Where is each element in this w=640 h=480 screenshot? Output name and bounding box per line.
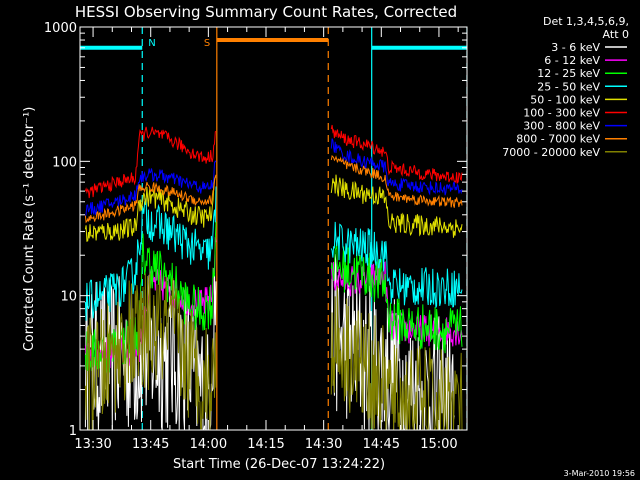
chart-title: HESSI Observing Summary Count Rates, Cor…	[75, 3, 457, 21]
x-tick-label: 15:00	[420, 437, 457, 452]
series-line-6-segment-0	[84, 160, 217, 218]
legend-label-4: 50 - 100 keV	[530, 93, 600, 106]
legend-header-line-2: Att 0	[603, 28, 629, 41]
x-tick-label: 14:15	[247, 437, 284, 452]
x-tick-label: 14:30	[305, 437, 342, 452]
y-tick-label: 1000	[44, 21, 77, 36]
series-line-4-segment-1	[330, 174, 463, 238]
y-tick-label: 1	[69, 424, 77, 439]
orbit-markers	[80, 27, 467, 430]
legend-label-5: 100 - 300 keV	[523, 107, 600, 120]
series-line-3-segment-1	[330, 221, 463, 308]
saa-label-1: S	[204, 38, 210, 49]
legend-label-1: 6 - 12 keV	[544, 54, 600, 67]
legend-label-8: 7000 - 20000 keV	[502, 146, 600, 159]
legend-header-line-1: Det 1,3,4,5,6,9,	[543, 15, 629, 28]
x-tick-label: 13:45	[132, 437, 169, 452]
legend-label-0: 3 - 6 keV	[551, 41, 600, 54]
series-line-5-segment-1	[330, 124, 463, 185]
series-line-8-segment-0	[84, 273, 217, 430]
series-line-4-segment-0	[84, 176, 217, 242]
x-tick-label: 13:30	[74, 437, 111, 452]
y-axis-ticks: 1 10 100 1000	[44, 21, 467, 439]
series-line-8-segment-1	[330, 285, 463, 430]
x-tick-label: 14:45	[363, 437, 400, 452]
x-axis-ticks: 13:30 13:45 14:00 14:15 14:30 14:45 15:00	[74, 27, 459, 452]
footer-date: 3-Mar-2010 19:56	[564, 469, 635, 478]
series-line-7-segment-1	[330, 155, 463, 208]
y-tick-label: 10	[60, 290, 77, 305]
legend-label-7: 800 - 7000 keV	[516, 133, 600, 146]
series-line-2-segment-1	[330, 241, 463, 354]
series-line-3-segment-0	[84, 186, 217, 321]
series-line-5-segment-0	[84, 126, 217, 199]
legend-label-6: 300 - 800 keV	[523, 120, 600, 133]
plot-frame	[79, 26, 468, 431]
series-line-6-segment-1	[330, 138, 463, 196]
legend-label-2: 12 - 25 keV	[537, 67, 600, 80]
night-label-0: N	[148, 38, 155, 49]
data-series	[84, 124, 463, 430]
legend-label-3: 25 - 50 keV	[537, 80, 600, 93]
x-tick-label: 14:00	[190, 437, 227, 452]
x-axis-label: Start Time (26-Dec-07 13:24:22)	[173, 457, 385, 472]
y-axis-label: Corrected Count Rate (s⁻¹ detector⁻¹)	[22, 107, 37, 352]
y-tick-label: 100	[52, 155, 77, 170]
series-line-7-segment-0	[84, 174, 217, 224]
